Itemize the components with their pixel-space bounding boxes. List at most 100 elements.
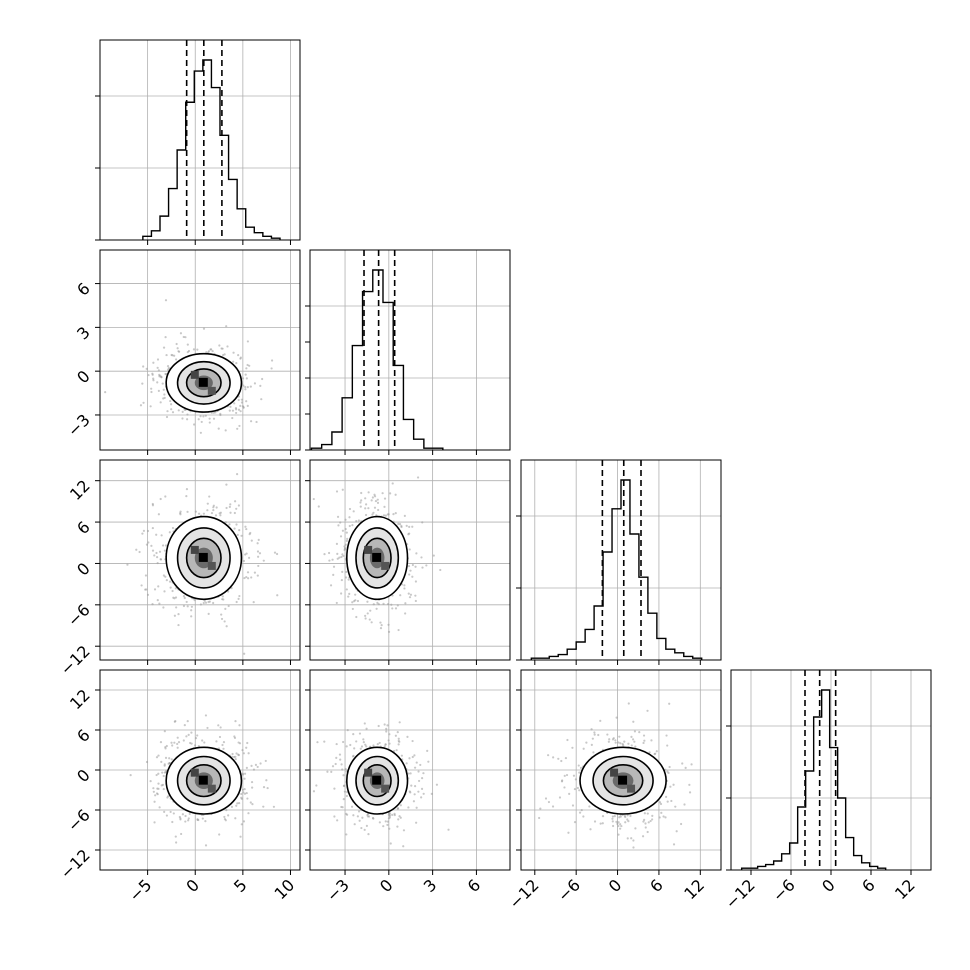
panel-frame (99, 669, 301, 871)
scatter-point (391, 482, 394, 485)
scatter-point (168, 531, 171, 534)
scatter-point (205, 351, 208, 354)
scatter-point (155, 773, 158, 777)
scatter-point (388, 812, 392, 815)
scatter-point (362, 741, 365, 744)
scatter-point (329, 584, 333, 587)
scatter-point (187, 819, 190, 822)
scatter-point (172, 596, 175, 599)
scatter-point (408, 596, 412, 599)
scatter-point (619, 827, 622, 830)
scatter-point (397, 743, 400, 746)
scatter-point (171, 526, 175, 530)
scatter-point (169, 586, 172, 589)
scatter-point (593, 820, 597, 823)
scatter-point (360, 499, 363, 502)
scatter-point (152, 377, 155, 380)
scatter-point (256, 574, 259, 577)
scatter-point (630, 735, 633, 738)
scatter-point (408, 525, 411, 529)
scatter-point (342, 554, 345, 558)
scatter-point (249, 531, 252, 535)
scatter-point (262, 805, 265, 808)
scatter-point (202, 512, 206, 515)
scatter-point (152, 790, 155, 793)
scatter-point (588, 805, 591, 808)
scatter-point (430, 792, 433, 795)
scatter-point (223, 620, 226, 623)
scatter-point (370, 499, 373, 502)
scatter-point (162, 787, 165, 791)
scatter-point (142, 401, 145, 404)
scatter-point (417, 790, 420, 793)
scatter-point (377, 724, 380, 728)
scatter-point (259, 384, 262, 387)
scatter-point (344, 767, 347, 771)
scatter-point (164, 336, 167, 339)
scatter-point (339, 535, 343, 538)
scatter-point (599, 822, 602, 825)
scatter-point (159, 497, 162, 501)
scatter-point (345, 539, 348, 542)
scatter-point (385, 727, 388, 730)
scatter-point (243, 576, 246, 580)
scatter-point (404, 602, 407, 605)
scatter-point (590, 743, 593, 746)
scatter-point (576, 786, 579, 790)
scatter-point (617, 821, 620, 824)
scatter-point (426, 749, 429, 752)
density-peak (198, 552, 208, 562)
scatter-point (357, 810, 361, 813)
scatter-point (342, 740, 345, 744)
histogram-step (530, 479, 703, 660)
scatter-point (173, 741, 176, 744)
scatter-point (394, 493, 397, 496)
scatter-point (248, 364, 251, 367)
scatter-point (242, 791, 245, 794)
scatter-point (194, 510, 197, 513)
scatter-point (142, 529, 146, 532)
scatter-point (383, 497, 387, 500)
scatter-point (181, 410, 184, 413)
scatter-point (225, 809, 228, 812)
scatter-point (199, 431, 202, 434)
scatter-point (632, 720, 635, 723)
scatter-point (348, 507, 352, 511)
scatter-point (345, 531, 348, 534)
scatter-point (243, 772, 247, 775)
scatter-point (643, 739, 646, 742)
scatter-point (188, 812, 191, 815)
scatter-point (615, 716, 618, 719)
scatter-point (370, 621, 373, 624)
density-cell (207, 784, 216, 793)
scatter-point (619, 742, 622, 745)
scatter-point (413, 785, 417, 788)
scatter-point (259, 762, 262, 765)
scatter-point (365, 727, 368, 730)
scatter-point (243, 652, 246, 655)
scatter-point (345, 833, 348, 836)
scatter-point (139, 404, 143, 407)
scatter-point (208, 600, 211, 603)
scatter-point (378, 741, 381, 745)
scatter-point (352, 814, 355, 817)
scatter-point (156, 358, 160, 361)
scatter-point (447, 828, 450, 831)
scatter-point (255, 420, 258, 424)
scatter-point (193, 744, 197, 747)
scatter-point (250, 576, 253, 579)
scatter-point (681, 762, 684, 765)
scatter-point (420, 787, 424, 790)
scatter-point (331, 765, 335, 768)
scatter-point (224, 521, 227, 524)
scatter-point (393, 812, 396, 815)
scatter-point (235, 523, 238, 526)
scatter-cloud (312, 476, 442, 633)
scatter-point (599, 719, 602, 722)
scatter-point (408, 757, 411, 760)
scatter-point (360, 491, 363, 495)
scatter-point (239, 410, 242, 413)
scatter-point (244, 373, 247, 376)
scatter-point (165, 353, 168, 357)
